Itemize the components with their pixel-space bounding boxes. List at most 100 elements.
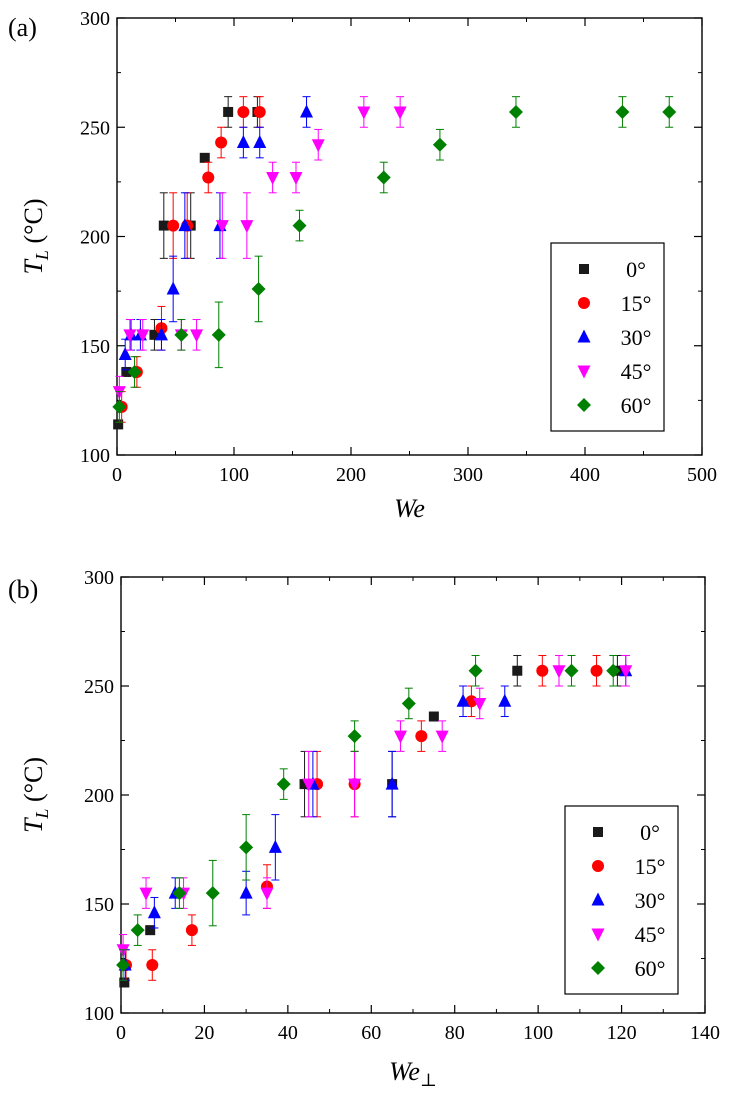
- y-tick-label: 250: [84, 676, 114, 698]
- data-point: [564, 663, 579, 678]
- legend: 0° 15° 30° 45° 60°: [550, 242, 665, 432]
- data-point: [237, 105, 250, 118]
- data-point: [348, 778, 362, 792]
- data-point: [149, 329, 160, 340]
- series-0deg: [119, 654, 623, 988]
- y-tick-label: 200: [80, 227, 110, 249]
- data-point: [139, 887, 153, 901]
- x-tick-label: 40: [278, 1022, 298, 1044]
- x-tick-label: 20: [194, 1022, 214, 1044]
- x-tick-label: 100: [219, 464, 249, 486]
- data-point: [401, 696, 416, 711]
- legend-marker: [577, 398, 591, 412]
- x-tick-label: 400: [570, 464, 600, 486]
- data-point: [202, 171, 215, 184]
- data-point: [223, 106, 234, 117]
- legend-marker: [578, 297, 590, 309]
- x-tick-label: 300: [453, 464, 483, 486]
- data-point: [239, 885, 253, 899]
- data-point: [276, 777, 291, 792]
- data-point: [118, 346, 132, 360]
- data-point: [508, 104, 523, 119]
- data-point: [266, 172, 280, 186]
- data-point: [590, 664, 603, 677]
- legend-marker: [579, 264, 589, 274]
- data-point: [236, 135, 250, 149]
- data-point: [292, 218, 307, 233]
- legend-label: 0°: [626, 257, 646, 282]
- data-point: [432, 137, 447, 152]
- series-45deg: [116, 654, 633, 966]
- data-point: [239, 840, 254, 855]
- x-tick-label: 80: [445, 1022, 465, 1044]
- data-point: [456, 693, 470, 707]
- data-point: [415, 730, 428, 743]
- legend-marker: [591, 892, 605, 906]
- legend-box: [550, 242, 665, 432]
- y-axis-title: TL (°C): [19, 757, 52, 833]
- x-tick-label: 200: [336, 464, 366, 486]
- legend-label: 30°: [621, 325, 652, 350]
- data-point: [311, 139, 325, 153]
- data-point: [347, 729, 362, 744]
- legend-label: 15°: [635, 854, 666, 879]
- data-point: [178, 218, 192, 232]
- data-point: [240, 220, 254, 234]
- data-point: [158, 220, 169, 231]
- data-point: [127, 364, 142, 379]
- y-tick-label: 250: [80, 117, 110, 139]
- data-point: [300, 104, 314, 118]
- y-tick-label: 100: [80, 445, 110, 467]
- legend-label: 15°: [621, 291, 652, 316]
- legend-marker: [577, 329, 591, 343]
- data-point: [619, 665, 633, 679]
- data-point: [211, 327, 226, 342]
- data-point: [136, 329, 150, 343]
- data-point: [190, 329, 204, 343]
- x-tick-label: 120: [607, 1022, 637, 1044]
- data-point: [435, 730, 449, 744]
- legend-marker: [591, 928, 605, 942]
- panel-label: (a): [8, 13, 37, 42]
- x-axis-title: We: [394, 494, 425, 523]
- data-point: [147, 905, 161, 919]
- data-point: [260, 887, 274, 901]
- data-point: [268, 839, 282, 853]
- data-point: [167, 219, 180, 232]
- series-15deg: [115, 96, 266, 423]
- data-point: [205, 886, 220, 901]
- y-tick-label: 150: [84, 894, 114, 916]
- data-point: [251, 281, 266, 296]
- legend-label: 45°: [635, 922, 666, 947]
- legend-marker: [577, 365, 591, 379]
- data-point: [172, 886, 187, 901]
- x-tick-label: 500: [687, 464, 717, 486]
- legend-label: 30°: [635, 888, 666, 913]
- panel-label: (b): [8, 575, 38, 604]
- y-tick-label: 300: [84, 567, 114, 589]
- data-point: [393, 730, 407, 744]
- x-axis-title: We⊥: [389, 1057, 437, 1090]
- data-point: [552, 665, 566, 679]
- data-point: [302, 778, 316, 792]
- series-60deg: [112, 96, 677, 423]
- data-point: [357, 106, 371, 120]
- data-point: [215, 136, 228, 149]
- y-axis-title: TL (°C): [19, 198, 52, 274]
- data-point: [473, 697, 487, 711]
- data-point: [113, 419, 124, 430]
- x-tick-label: 0: [116, 1022, 126, 1044]
- x-tick-label: 100: [523, 1022, 553, 1044]
- y-tick-label: 150: [80, 336, 110, 358]
- data-point: [199, 152, 210, 163]
- data-point: [253, 135, 267, 149]
- y-tick-label: 200: [84, 785, 114, 807]
- legend-marker: [592, 860, 604, 872]
- data-point: [376, 170, 391, 185]
- series-60deg: [116, 654, 621, 981]
- data-point: [428, 711, 439, 722]
- legend-label: 0°: [640, 820, 660, 845]
- legend-label: 60°: [621, 393, 652, 418]
- data-point: [253, 105, 266, 118]
